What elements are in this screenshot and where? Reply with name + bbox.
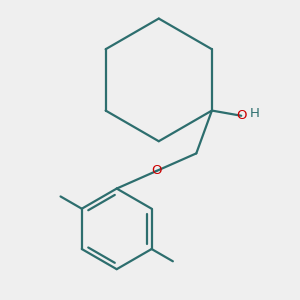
Text: H: H — [250, 107, 260, 120]
Text: O: O — [236, 109, 247, 122]
Text: O: O — [151, 164, 162, 178]
